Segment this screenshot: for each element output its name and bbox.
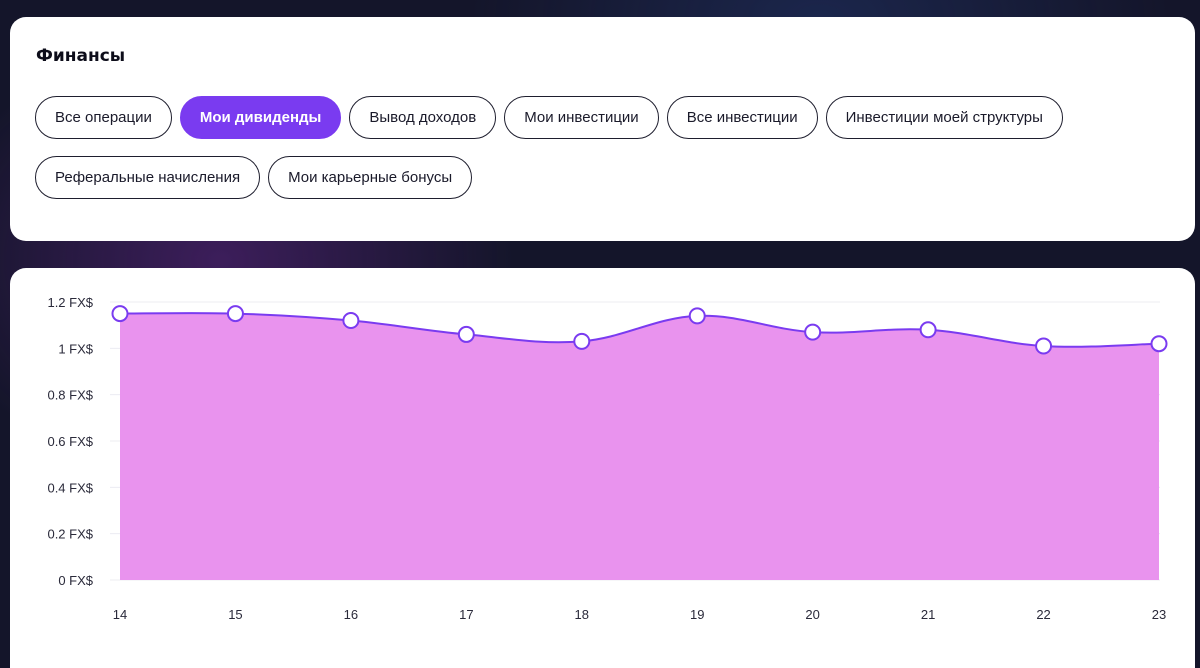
- filter-chip-2[interactable]: Вывод доходов: [349, 96, 497, 139]
- filter-chip-3[interactable]: Мои инвестиции: [504, 96, 659, 139]
- x-tick-label: 17: [459, 607, 473, 622]
- x-tick-label: 20: [805, 607, 819, 622]
- data-point: [342, 312, 360, 330]
- y-tick-label: 0.8 FX$: [47, 388, 93, 403]
- finance-filters-card: Финансы Все операции Мои дивиденды Вывод д…: [10, 17, 1195, 241]
- x-tick-label: 16: [344, 607, 358, 622]
- x-tick-label: 21: [921, 607, 935, 622]
- data-point: [1150, 335, 1168, 353]
- y-tick-label: 0.2 FX$: [47, 527, 93, 542]
- x-tick-label: 22: [1036, 607, 1050, 622]
- x-tick-label: 18: [575, 607, 589, 622]
- data-point: [688, 307, 706, 325]
- filter-chip-1[interactable]: Мои дивиденды: [179, 96, 342, 139]
- x-tick-label: 14: [113, 607, 127, 622]
- y-tick-label: 0 FX$: [58, 573, 93, 588]
- data-point: [804, 323, 822, 341]
- y-tick-label: 1 FX$: [58, 341, 93, 356]
- x-tick-label: 15: [228, 607, 242, 622]
- x-tick-label: 19: [690, 607, 704, 622]
- y-tick-label: 0.6 FX$: [47, 434, 93, 449]
- filter-chip-5[interactable]: Инвестиции моей структуры: [825, 96, 1063, 139]
- x-tick-label: 23: [1152, 607, 1166, 622]
- chart-series-line: [119, 312, 1160, 348]
- dividends-chart: 1.2 FX$ 1 FX$ 0.8 FX$ 0.6 FX$ 0.4 FX$ 0.2 FX$…: [47, 295, 1168, 622]
- data-point: [111, 305, 129, 323]
- filter-chips: Все операции Мои дивиденды Вывод доходов Мо…: [35, 96, 1175, 199]
- y-tick-label: 0.4 FX$: [47, 480, 93, 495]
- section-title: Финансы: [36, 46, 126, 66]
- data-point: [573, 332, 591, 350]
- data-point: [226, 305, 244, 323]
- data-point: [919, 321, 937, 339]
- filter-chip-6[interactable]: Реферальные начисления: [35, 156, 261, 199]
- filter-chip-7[interactable]: Мои карьерные бонусы: [268, 156, 473, 199]
- y-tick-label: 1.2 FX$: [47, 295, 93, 310]
- data-point: [1035, 337, 1053, 355]
- data-point: [457, 325, 475, 343]
- filter-chip-0[interactable]: Все операции: [35, 96, 172, 139]
- filter-chip-4[interactable]: Все инвестиции: [666, 96, 818, 139]
- chart-area-fill: [120, 313, 1159, 580]
- dividends-chart-card: 1.2 FX$ 1 FX$ 0.8 FX$ 0.6 FX$ 0.4 FX$ 0.2 FX$…: [10, 268, 1195, 668]
